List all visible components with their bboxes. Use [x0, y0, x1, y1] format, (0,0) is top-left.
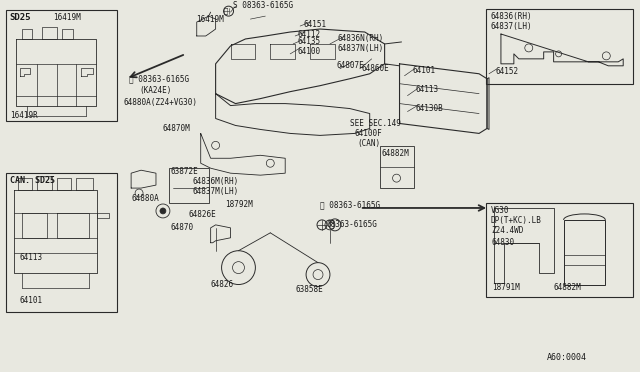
Text: 63872E: 63872E — [171, 167, 198, 176]
Bar — [169, 168, 209, 203]
Text: 16419M: 16419M — [54, 13, 81, 22]
Text: 64837(LH): 64837(LH) — [491, 22, 532, 31]
Text: 64112: 64112 — [297, 29, 320, 38]
Text: 63858E: 63858E — [295, 285, 323, 294]
Text: 64836(RH): 64836(RH) — [491, 12, 532, 20]
Text: 64100F: 64100F — [355, 129, 383, 138]
Text: 64882M: 64882M — [554, 283, 581, 292]
Text: Ⓢ: Ⓢ — [330, 222, 334, 228]
Bar — [380, 146, 415, 188]
Text: (CAN): (CAN) — [358, 139, 381, 148]
Text: 64130B: 64130B — [415, 104, 443, 113]
Text: 18791M: 18791M — [492, 283, 520, 292]
Text: CAN. SD25: CAN. SD25 — [10, 176, 55, 185]
Text: 64870: 64870 — [171, 223, 194, 232]
Text: 64826: 64826 — [211, 280, 234, 289]
Text: 64837N(LH): 64837N(LH) — [338, 44, 384, 54]
Text: VG30: VG30 — [491, 206, 509, 215]
Bar — [486, 9, 633, 84]
Text: 64101: 64101 — [20, 296, 43, 305]
Text: 64100: 64100 — [297, 47, 320, 57]
Text: 64880A: 64880A — [131, 193, 159, 202]
Text: Ⓢ 08363-6165G: Ⓢ 08363-6165G — [320, 201, 380, 209]
Text: 64113: 64113 — [20, 253, 43, 262]
Text: 64836M(RH): 64836M(RH) — [193, 177, 239, 186]
Text: (KA24E): (KA24E) — [139, 86, 172, 95]
Text: 64880A(Z24+VG30): 64880A(Z24+VG30) — [123, 98, 197, 107]
Text: 64826E: 64826E — [189, 211, 216, 219]
Text: 64882M: 64882M — [381, 149, 410, 158]
Text: 08363-6165G: 08363-6165G — [327, 220, 378, 230]
Text: 64830: 64830 — [492, 238, 515, 247]
Text: S 08363-6165G: S 08363-6165G — [232, 1, 292, 10]
Text: 16419R: 16419R — [10, 111, 38, 120]
Text: SD25: SD25 — [10, 13, 31, 22]
Text: 64101: 64101 — [412, 66, 436, 75]
Text: Z24.4WD: Z24.4WD — [491, 226, 524, 235]
Text: 64151: 64151 — [303, 20, 326, 29]
Text: 64113: 64113 — [415, 85, 438, 94]
Text: DP(T+KC).LB: DP(T+KC).LB — [491, 217, 542, 225]
Text: SEE SEC.149: SEE SEC.149 — [350, 119, 401, 128]
Circle shape — [160, 208, 166, 214]
Text: 64837M(LH): 64837M(LH) — [193, 187, 239, 196]
Text: 64870M: 64870M — [163, 124, 191, 133]
Text: Ⓢ 08363-6165G: Ⓢ 08363-6165G — [129, 74, 189, 83]
Bar — [6, 10, 117, 122]
Text: 16419M: 16419M — [196, 15, 223, 23]
Bar — [564, 220, 605, 285]
Text: Ⓢ: Ⓢ — [223, 8, 228, 15]
Bar — [486, 203, 633, 298]
Text: 64860E: 64860E — [362, 64, 390, 73]
Text: 64807E: 64807E — [337, 61, 365, 70]
Text: 64135: 64135 — [297, 38, 320, 46]
Text: 64836N(RH): 64836N(RH) — [338, 35, 384, 44]
Text: 64152: 64152 — [496, 67, 519, 76]
Text: A60:0004: A60:0004 — [547, 353, 587, 362]
Bar — [6, 173, 117, 312]
Text: 18792M: 18792M — [225, 201, 253, 209]
